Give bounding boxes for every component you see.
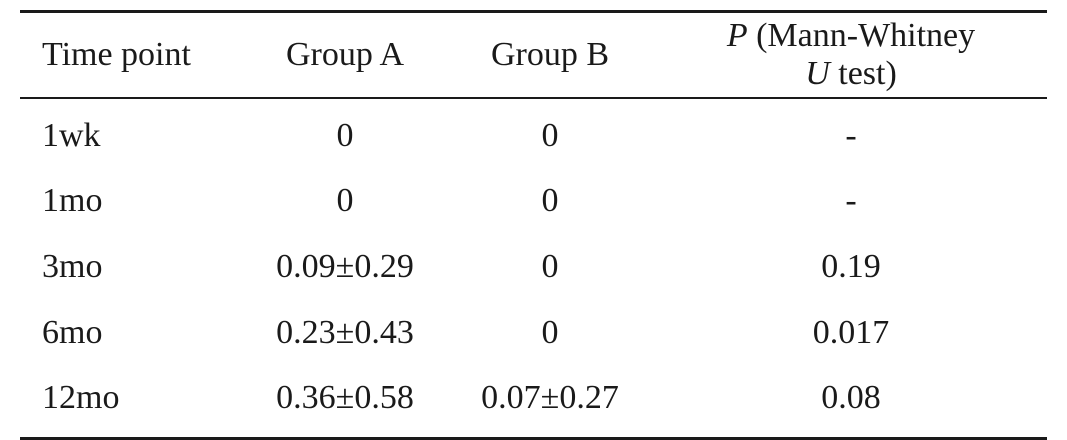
cell-p-value: 0.017 bbox=[812, 313, 890, 351]
cell-time: 12mo bbox=[42, 379, 120, 417]
top-rule bbox=[20, 10, 1047, 13]
cell-group-a: 0.23±0.43 bbox=[276, 313, 414, 351]
cell-time: 1mo bbox=[42, 182, 103, 220]
p-header-line-1: P (Mann-Whitney bbox=[727, 17, 975, 55]
p-header-line-2: U test) bbox=[727, 55, 975, 93]
p-value-header-text: P (Mann-Whitney U test) bbox=[727, 17, 975, 93]
cell-group-a: 0 bbox=[336, 182, 354, 220]
header-time-point: Time point bbox=[42, 36, 191, 73]
header-rule bbox=[20, 97, 1047, 99]
cell-p-value: - bbox=[845, 182, 857, 220]
p-header-line-2-rest: test) bbox=[829, 55, 897, 92]
header-row: Time point Group A Group B P (Mann-Whitn… bbox=[20, 13, 1047, 97]
cell-group-a: 0.36±0.58 bbox=[276, 379, 414, 417]
p-header-line-1-rest: (Mann-Whitney bbox=[747, 16, 976, 54]
cell-p-value: 0.19 bbox=[821, 247, 881, 285]
cell-time: 3mo bbox=[42, 247, 103, 285]
results-table: Time point Group A Group B P (Mann-Whitn… bbox=[20, 10, 1047, 440]
header-p-value: P (Mann-Whitney U test) bbox=[655, 17, 1047, 93]
cell-group-b: 0.07±0.27 bbox=[481, 379, 619, 417]
cell-group-b: 0 bbox=[541, 116, 559, 154]
cell-group-a: 0 bbox=[336, 116, 354, 154]
cell-time: 1wk bbox=[42, 116, 101, 154]
header-group-a: Group A bbox=[285, 36, 405, 73]
u-symbol: U bbox=[805, 55, 830, 92]
table-row: 12mo 0.36±0.58 0.07±0.27 0.08 bbox=[20, 365, 1047, 431]
cell-group-a: 0.09±0.29 bbox=[276, 247, 414, 285]
table-row: 3mo 0.09±0.29 0 0.19 bbox=[20, 234, 1047, 300]
table-body: 1wk 0 0 - 1mo 0 0 - 3mo 0.09±0.29 0 0.19… bbox=[20, 99, 1047, 437]
cell-group-b: 0 bbox=[541, 247, 559, 285]
table-row: 1wk 0 0 - bbox=[20, 103, 1047, 169]
header-group-b: Group B bbox=[490, 36, 610, 73]
p-symbol: P bbox=[726, 16, 748, 54]
cell-time: 6mo bbox=[42, 313, 103, 351]
cell-group-b: 0 bbox=[541, 313, 559, 351]
cell-group-b: 0 bbox=[541, 182, 559, 220]
table-row: 1mo 0 0 - bbox=[20, 169, 1047, 235]
cell-p-value: 0.08 bbox=[821, 379, 881, 417]
cell-p-value: - bbox=[845, 116, 857, 154]
table-row: 6mo 0.23±0.43 0 0.017 bbox=[20, 300, 1047, 366]
